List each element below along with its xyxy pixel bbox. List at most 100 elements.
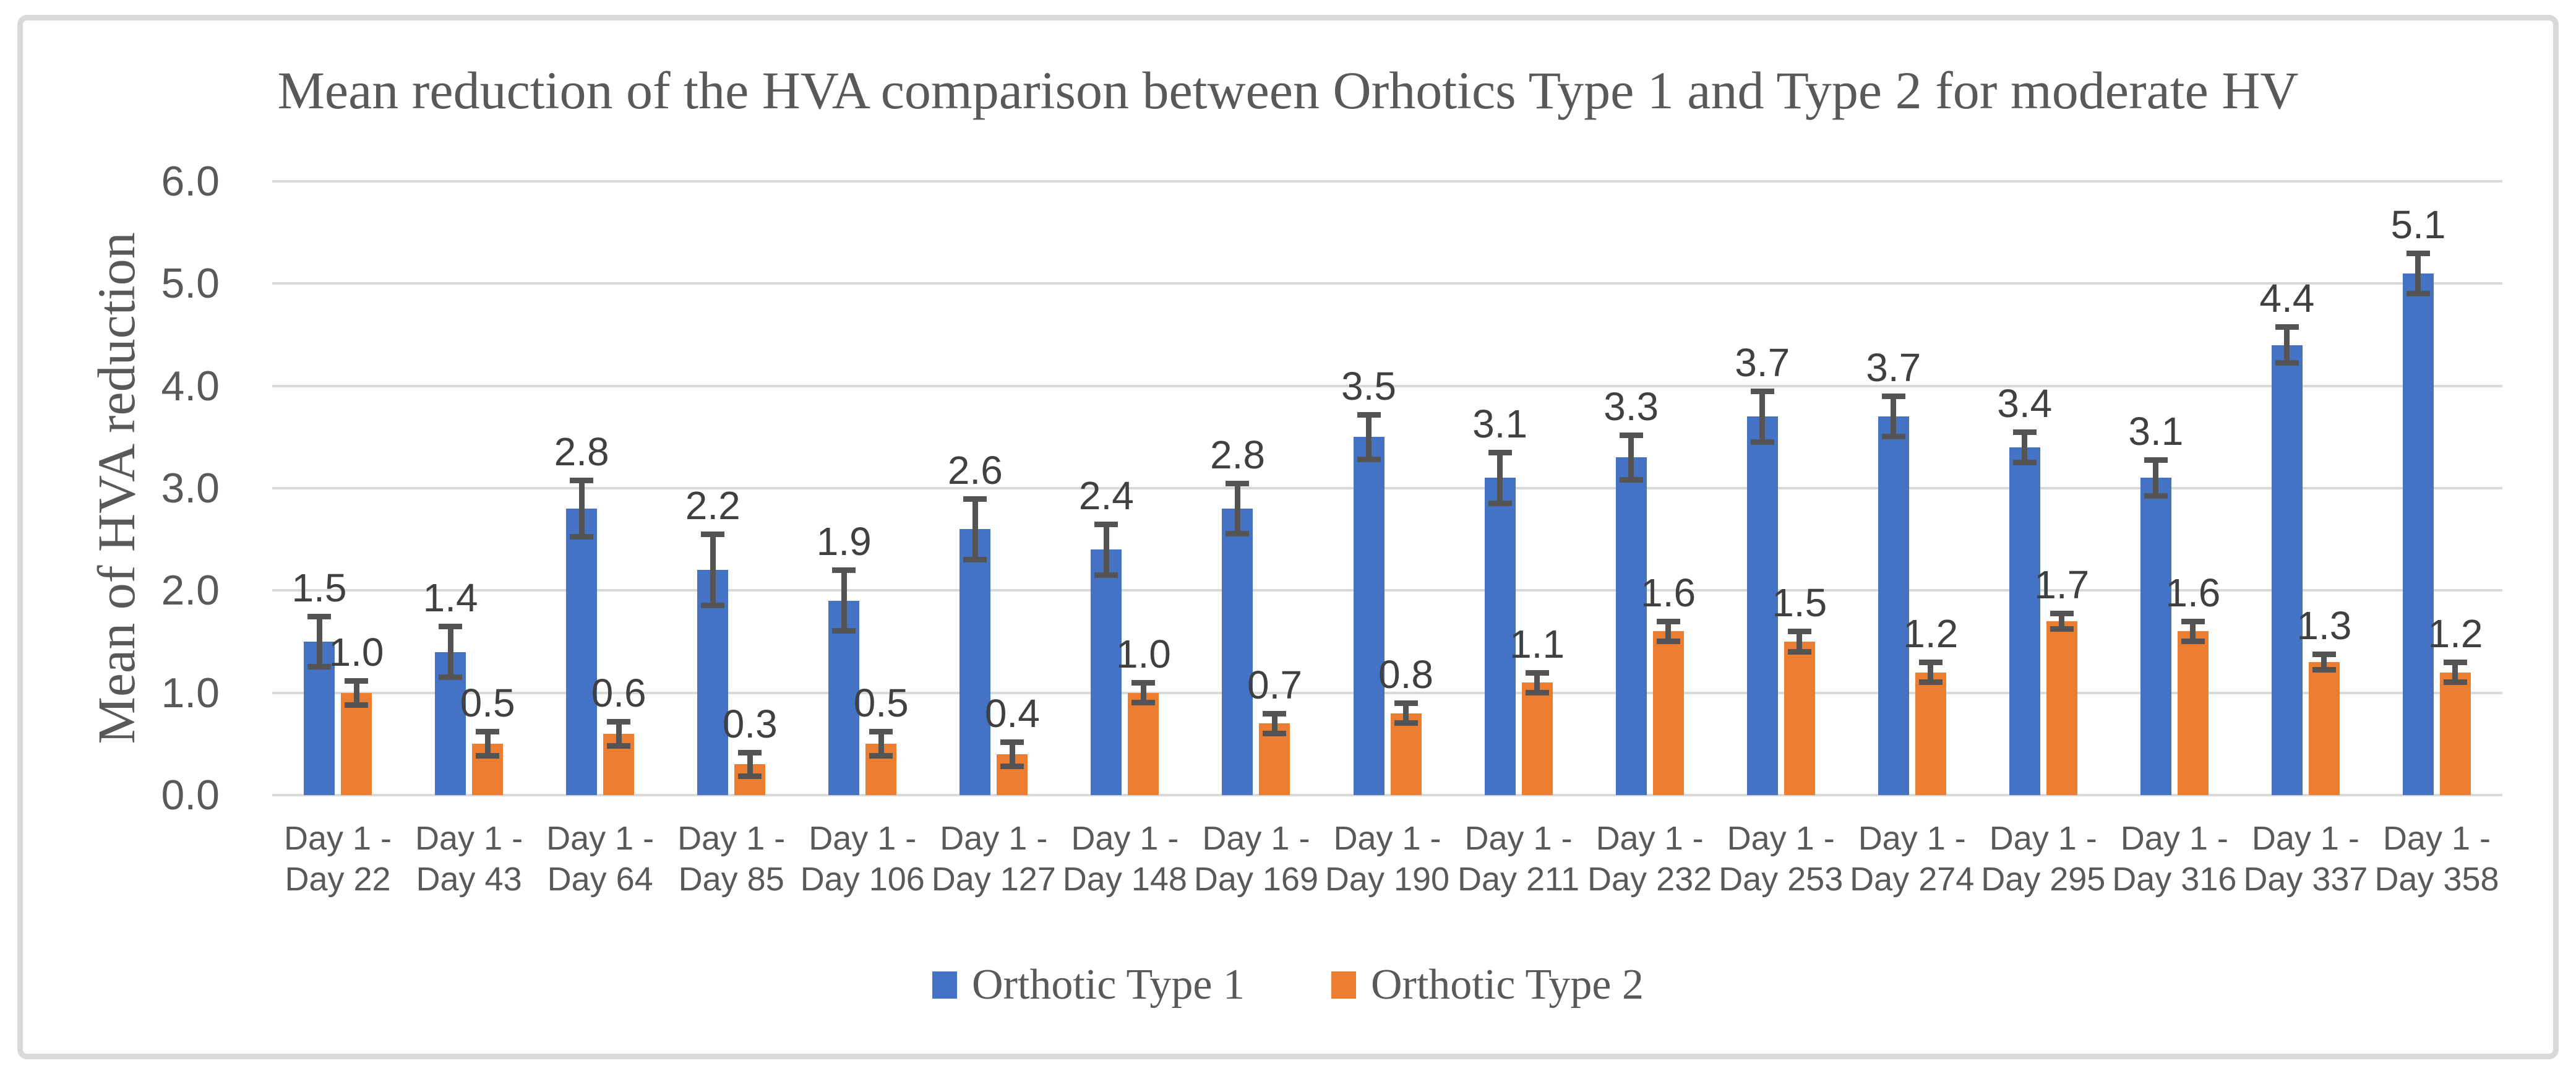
error-bar-cap-bottom bbox=[1094, 572, 1118, 578]
data-label: 2.2 bbox=[685, 483, 741, 528]
x-tick-line1: Day 1 - bbox=[2251, 820, 2359, 857]
data-label: 2.6 bbox=[947, 447, 1003, 493]
error-bar-cap-bottom bbox=[1787, 648, 1811, 655]
error-bar-cap-bottom bbox=[1488, 500, 1512, 506]
error-bar-cap-bottom bbox=[963, 556, 987, 562]
error-bar-whisker bbox=[1234, 483, 1240, 535]
x-tick-line1: Day 1 - bbox=[1464, 820, 1573, 857]
x-tick-label: Day 1 - Day 274 bbox=[1847, 818, 1978, 900]
x-tick-label: Day 1 - Day 22 bbox=[272, 818, 403, 900]
gridline bbox=[272, 282, 2502, 285]
error-bar-whisker bbox=[2190, 621, 2196, 642]
error-bar-whisker bbox=[1891, 396, 1897, 437]
error-bar-whisker bbox=[1009, 742, 1015, 767]
gridline bbox=[272, 180, 2502, 183]
error-bar-cap-bottom bbox=[2012, 459, 2037, 465]
error-bar-whisker bbox=[2153, 459, 2159, 497]
x-tick-line2: Day 169 bbox=[1193, 861, 1318, 898]
error-bar-cap-bottom bbox=[476, 753, 500, 759]
bar-type1 bbox=[2271, 345, 2303, 795]
data-label: 0.3 bbox=[722, 701, 778, 746]
error-bar-whisker bbox=[972, 498, 978, 560]
error-bar-whisker bbox=[878, 731, 884, 757]
error-bar-cap-bottom bbox=[439, 674, 463, 680]
error-bar-whisker bbox=[1797, 631, 1803, 652]
data-label: 0.4 bbox=[984, 691, 1040, 736]
bar-type1 bbox=[566, 509, 598, 795]
legend-label-type2: Orthotic Type 2 bbox=[1371, 961, 1644, 1009]
bar-type1 bbox=[2140, 478, 2171, 795]
x-tick-line2: Day 190 bbox=[1324, 861, 1450, 898]
error-bar-cap-top bbox=[1525, 669, 1549, 676]
x-tick-label: Day 1 - Day 148 bbox=[1059, 818, 1190, 900]
x-tick-label: Day 1 - Day 106 bbox=[797, 818, 928, 900]
error-bar-cap-bottom bbox=[1881, 434, 1905, 440]
error-bar-cap-bottom bbox=[1263, 730, 1287, 736]
bar-type2 bbox=[2439, 672, 2471, 795]
data-label: 1.2 bbox=[2428, 611, 2483, 656]
x-tick-label: Day 1 - Day 316 bbox=[2109, 818, 2240, 900]
legend: Orthotic Type 1 Orthotic Type 2 bbox=[0, 960, 2576, 1010]
x-tick-line1: Day 1 - bbox=[546, 820, 655, 857]
error-bar-cap-top bbox=[1619, 433, 1643, 439]
data-label: 1.0 bbox=[328, 629, 384, 674]
x-tick-line2: Day 85 bbox=[678, 861, 784, 898]
bar-type1 bbox=[1878, 416, 1909, 795]
data-label: 5.1 bbox=[2390, 202, 2446, 247]
bar-type1 bbox=[1746, 416, 1778, 795]
error-bar-cap-top bbox=[2312, 651, 2336, 657]
x-tick-label: Day 1 - Day 295 bbox=[1978, 818, 2109, 900]
data-label: 1.1 bbox=[1509, 621, 1565, 666]
data-label: 1.6 bbox=[2165, 570, 2221, 615]
x-tick-line1: Day 1 - bbox=[940, 820, 1048, 857]
bar-type2 bbox=[2046, 621, 2077, 795]
data-label: 1.2 bbox=[1903, 611, 1959, 656]
error-bar-cap-top bbox=[1357, 411, 1381, 418]
gridline bbox=[272, 384, 2502, 387]
error-bar-whisker bbox=[578, 480, 585, 538]
error-bar-cap-bottom bbox=[1226, 531, 1250, 537]
error-bar-cap-bottom bbox=[307, 664, 332, 670]
error-bar-cap-top bbox=[570, 477, 594, 483]
error-bar-cap-top bbox=[307, 613, 332, 619]
x-tick-label: Day 1 - Day 64 bbox=[535, 818, 666, 900]
error-bar-whisker bbox=[2452, 662, 2458, 683]
data-label: 1.9 bbox=[816, 519, 872, 564]
x-tick-line1: Day 1 - bbox=[1858, 820, 1966, 857]
error-bar-cap-top bbox=[1263, 710, 1287, 717]
gridline bbox=[272, 794, 2502, 796]
error-bar-whisker bbox=[316, 616, 322, 668]
x-tick-line1: Day 1 - bbox=[1333, 820, 1441, 857]
x-tick-label: Day 1 - Day 127 bbox=[928, 818, 1059, 900]
x-tick-line2: Day 316 bbox=[2112, 861, 2237, 898]
error-bar-cap-bottom bbox=[738, 773, 762, 780]
error-bar-cap-top bbox=[345, 678, 369, 684]
error-bar-whisker bbox=[1665, 621, 1672, 642]
error-bar-cap-top bbox=[1000, 739, 1024, 746]
error-bar-cap-top bbox=[869, 729, 893, 735]
error-bar-whisker bbox=[2415, 252, 2421, 294]
bar-type1 bbox=[960, 529, 991, 795]
data-label: 0.6 bbox=[591, 670, 646, 715]
error-bar-cap-top bbox=[2050, 610, 2074, 616]
error-bar-whisker bbox=[2022, 432, 2028, 463]
error-bar-cap-bottom bbox=[2181, 639, 2205, 644]
legend-swatch-type2-icon bbox=[1331, 971, 1356, 999]
y-tick-label: 5.0 bbox=[161, 260, 220, 308]
bar-type1 bbox=[2009, 447, 2040, 795]
gridline bbox=[272, 589, 2502, 592]
legend-entry-type2: Orthotic Type 2 bbox=[1331, 960, 1644, 1010]
error-bar-whisker bbox=[1403, 703, 1409, 724]
error-bar-cap-top bbox=[738, 749, 762, 755]
error-bar-cap-top bbox=[607, 718, 631, 725]
error-bar-cap-top bbox=[1226, 480, 1250, 486]
data-label: 3.3 bbox=[1604, 384, 1659, 429]
error-bar-cap-top bbox=[2275, 324, 2299, 330]
error-bar-cap-top bbox=[1394, 700, 1418, 707]
error-bar-cap-bottom bbox=[832, 628, 856, 634]
y-tick-label: 4.0 bbox=[161, 362, 220, 410]
error-bar-whisker bbox=[1497, 452, 1503, 504]
error-bar-cap-bottom bbox=[1656, 639, 1680, 644]
chart-title: Mean reduction of the HVA comparison bet… bbox=[277, 61, 2299, 120]
error-bar-cap-top bbox=[1787, 629, 1811, 635]
